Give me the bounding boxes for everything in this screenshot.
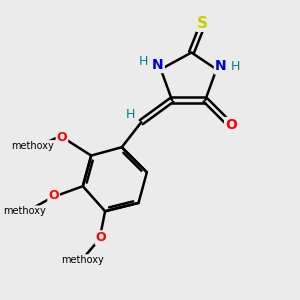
Text: N: N — [152, 58, 164, 72]
Text: methoxy: methoxy — [61, 255, 104, 265]
Text: H: H — [231, 60, 240, 73]
Text: S: S — [197, 16, 208, 31]
Text: O: O — [57, 131, 67, 144]
Text: N: N — [215, 59, 226, 74]
Text: O: O — [225, 118, 237, 132]
Text: O: O — [96, 231, 106, 244]
Text: methoxy: methoxy — [3, 206, 46, 216]
Text: H: H — [126, 108, 135, 121]
Text: methoxy: methoxy — [11, 141, 54, 151]
Text: H: H — [139, 55, 148, 68]
Text: O: O — [48, 189, 59, 203]
